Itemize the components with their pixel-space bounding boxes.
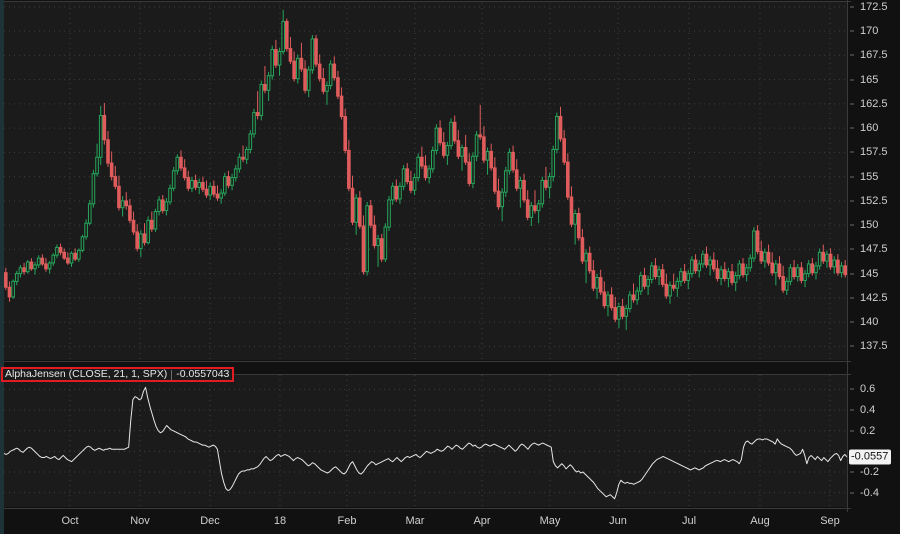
x-tick-label: Nov <box>130 515 150 527</box>
price-y-tick-label: 172.5 <box>860 0 888 13</box>
x-tick-label: Dec <box>200 515 220 527</box>
indicator-value-marker[interactable]: -0.0557 <box>849 449 892 465</box>
price-panel-top-border <box>4 1 851 2</box>
indicator-y-tick-label: -0.4 <box>860 486 879 499</box>
price-y-tick-label: 155 <box>860 170 879 183</box>
indicator-chart-panel[interactable] <box>4 375 847 507</box>
indicator-y-tick-label: -0.2 <box>860 465 879 478</box>
price-y-tick-label: 142.5 <box>860 291 888 304</box>
indicator-line-plot <box>4 375 847 507</box>
price-y-tick-label: 170 <box>860 25 879 38</box>
price-y-tick-label: 147.5 <box>860 243 888 256</box>
price-y-tick-mark <box>850 30 854 32</box>
price-y-tick-mark <box>850 6 854 8</box>
indicator-y-tick-mark <box>850 430 854 432</box>
price-y-tick-mark <box>850 176 854 178</box>
candlestick-plot <box>4 3 847 359</box>
price-y-tick-label: 165 <box>860 73 879 86</box>
indicator-label: AlphaJensen (CLOSE, 21, 1, SPX) <box>5 368 168 380</box>
price-y-tick-mark <box>850 273 854 275</box>
price-y-axis[interactable]: 172.5 170 167.5 165 162.5 160 157.5 155 152.5 150… <box>849 0 900 372</box>
indicator-value: -0.0557043 <box>176 368 230 380</box>
x-tick-label: Feb <box>337 515 357 527</box>
price-y-tick-label: 152.5 <box>860 194 888 207</box>
price-chart-panel[interactable] <box>4 2 847 360</box>
price-y-tick-label: 167.5 <box>860 49 888 62</box>
x-tick-label: Aug <box>750 515 770 527</box>
x-tick-label: May <box>539 515 561 527</box>
price-y-tick-label: 162.5 <box>860 97 888 110</box>
indicator-y-tick-mark <box>850 409 854 411</box>
indicator-y-tick-label: 0.4 <box>860 404 876 417</box>
x-axis[interactable]: Oct Nov Dec 18 Feb Mar Apr May Jun Jul Aug Sep <box>0 512 847 534</box>
price-y-tick-label: 150 <box>860 219 879 232</box>
indicator-y-tick-label: 0.6 <box>860 383 876 396</box>
price-y-tick-mark <box>850 248 854 250</box>
price-y-tick-mark <box>850 200 854 202</box>
x-tick-label: Oct <box>61 515 79 527</box>
legend-separator <box>171 369 173 380</box>
y-axis-line <box>847 0 848 512</box>
indicator-y-tick-mark <box>850 492 854 494</box>
price-y-tick-label: 140 <box>860 316 879 329</box>
price-y-tick-mark <box>850 79 854 81</box>
price-panel-bottom-border <box>4 361 851 362</box>
price-y-tick-label: 157.5 <box>860 146 888 159</box>
x-tick-label: Jul <box>681 515 697 527</box>
left-rail <box>0 0 4 534</box>
price-y-tick-mark <box>850 297 854 299</box>
price-y-tick-mark <box>850 321 854 323</box>
indicator-y-tick-mark <box>850 471 854 473</box>
x-tick-label: Apr <box>473 515 491 527</box>
price-y-tick-mark <box>850 151 854 153</box>
indicator-panel-top-border <box>4 374 851 375</box>
x-tick-label: Mar <box>405 515 425 527</box>
x-tick-label: Jun <box>609 515 627 527</box>
price-y-tick-mark <box>850 54 854 56</box>
price-y-tick-mark <box>850 224 854 226</box>
indicator-y-tick-mark <box>850 388 854 390</box>
price-y-tick-label: 160 <box>860 122 879 135</box>
indicator-panel-bottom-border <box>4 508 851 509</box>
indicator-y-tick-label: 0.2 <box>860 424 876 437</box>
price-y-tick-label: 137.5 <box>860 340 888 353</box>
price-y-tick-mark <box>850 127 854 129</box>
x-tick-label: Sep <box>820 515 840 527</box>
price-y-tick-label: 145 <box>860 267 879 280</box>
x-tick-label: 18 <box>273 515 287 527</box>
indicator-legend[interactable]: AlphaJensen (CLOSE, 21, 1, SPX) -0.05570… <box>1 367 235 382</box>
indicator-y-axis[interactable]: 0.6 0.4 0.2 -0.2 -0.4 <box>849 375 900 510</box>
price-y-tick-mark <box>850 103 854 105</box>
price-y-tick-mark <box>850 345 854 347</box>
